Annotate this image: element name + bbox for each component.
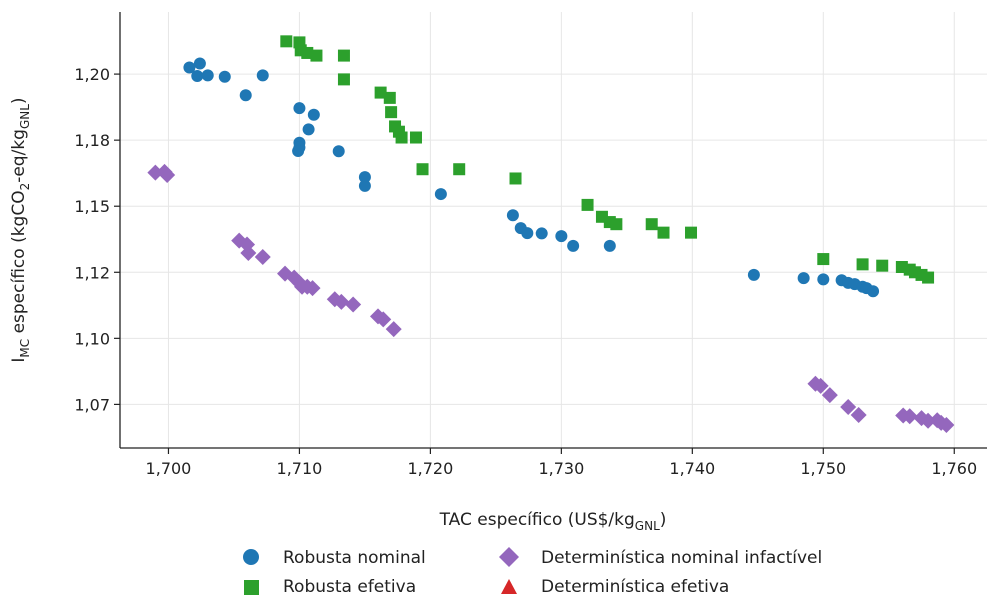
data-point-square bbox=[610, 218, 623, 231]
legend: Robusta nominal Robusta efetiva Determin… bbox=[243, 547, 822, 595]
grid-layer bbox=[120, 12, 987, 448]
data-point-square bbox=[657, 226, 670, 239]
data-point-circle bbox=[358, 171, 371, 184]
y-tick-label: 1,20 bbox=[74, 65, 110, 84]
legend-label: Robusta nominal bbox=[283, 548, 426, 568]
data-point-circle bbox=[521, 227, 534, 240]
data-point-circle bbox=[307, 108, 320, 121]
data-point-circle bbox=[603, 239, 616, 252]
data-point-circle bbox=[535, 227, 548, 240]
legend-marker-triangle bbox=[501, 579, 517, 594]
x-tick-label: 1,750 bbox=[800, 459, 846, 478]
x-tick-label: 1,710 bbox=[277, 459, 323, 478]
data-point-square bbox=[817, 253, 830, 266]
x-tick-label: 1,730 bbox=[538, 459, 584, 478]
data-point-circle bbox=[292, 144, 305, 157]
y-axis-title: IMC específico (kgCO2-eq/kgGNL) bbox=[9, 97, 32, 362]
x-axis: 1,700 1,710 1,720 1,730 1,740 1,750 1,760 bbox=[120, 447, 987, 478]
legend-label: Determinística nominal infactível bbox=[541, 548, 822, 568]
legend-label: Determinística efetiva bbox=[541, 577, 729, 595]
legend-marker-diamond bbox=[499, 547, 519, 567]
data-point-diamond bbox=[938, 417, 955, 434]
data-point-square bbox=[301, 46, 314, 59]
data-point-square bbox=[395, 131, 408, 144]
x-tick-label: 1,700 bbox=[146, 459, 192, 478]
y-tick-label: 1,18 bbox=[74, 131, 110, 150]
data-point-circle bbox=[358, 179, 371, 192]
y-tick-label: 1,10 bbox=[74, 329, 110, 348]
data-point-square bbox=[685, 226, 698, 239]
data-point-square bbox=[876, 259, 889, 272]
data-point-square bbox=[337, 49, 350, 62]
data-point-diamond bbox=[385, 321, 402, 338]
data-point-diamond bbox=[850, 406, 867, 423]
data-point-circle bbox=[506, 209, 519, 222]
data-points bbox=[147, 35, 955, 434]
data-point-diamond bbox=[840, 399, 857, 416]
data-point-diamond bbox=[333, 293, 350, 310]
data-point-diamond bbox=[159, 167, 176, 184]
data-point-square bbox=[374, 86, 387, 99]
data-point-circle bbox=[567, 239, 580, 252]
data-point-square bbox=[856, 258, 869, 271]
data-point-diamond bbox=[901, 408, 918, 425]
y-tick-label: 1,12 bbox=[74, 263, 110, 282]
data-point-circle bbox=[434, 188, 447, 201]
data-point-square bbox=[645, 218, 658, 231]
data-point-circle bbox=[256, 69, 269, 82]
data-point-square bbox=[922, 271, 935, 284]
data-point-circle bbox=[293, 102, 306, 115]
legend-marker-circle bbox=[243, 549, 259, 565]
y-axis: 1,07 1,10 1,12 1,15 1,18 1,20 bbox=[74, 12, 121, 448]
legend-item-deterministica-efetiva: Determinística efetiva bbox=[501, 577, 729, 595]
y-tick-label: 1,07 bbox=[74, 395, 110, 414]
data-point-diamond bbox=[147, 164, 164, 181]
data-point-circle bbox=[867, 285, 880, 298]
data-point-diamond bbox=[240, 244, 257, 261]
x-tick-label: 1,740 bbox=[669, 459, 715, 478]
data-point-circle bbox=[797, 272, 810, 285]
legend-item-deterministica-nominal-infactivel: Determinística nominal infactível bbox=[499, 547, 822, 568]
data-point-diamond bbox=[254, 248, 271, 265]
data-point-circle bbox=[747, 268, 760, 281]
data-point-diamond bbox=[920, 412, 937, 429]
data-point-diamond bbox=[375, 311, 392, 328]
data-point-diamond bbox=[812, 377, 829, 394]
x-tick-label: 1,720 bbox=[407, 459, 453, 478]
data-point-square bbox=[337, 73, 350, 86]
data-point-circle bbox=[555, 230, 568, 243]
data-point-square bbox=[409, 131, 422, 144]
data-point-diamond bbox=[304, 280, 321, 297]
data-point-diamond bbox=[345, 296, 362, 313]
x-axis-title: TAC específico (US$/kgGNL) bbox=[439, 510, 667, 533]
data-point-circle bbox=[218, 70, 231, 83]
data-point-square bbox=[280, 35, 293, 48]
legend-item-robusta-nominal: Robusta nominal bbox=[243, 548, 426, 568]
legend-item-robusta-efetiva: Robusta efetiva bbox=[244, 577, 416, 595]
data-point-circle bbox=[817, 273, 830, 286]
legend-marker-square bbox=[244, 580, 259, 595]
legend-label: Robusta efetiva bbox=[283, 577, 416, 595]
data-point-circle bbox=[332, 145, 345, 158]
data-point-circle bbox=[183, 61, 196, 74]
data-point-square bbox=[416, 163, 429, 176]
data-point-circle bbox=[239, 89, 252, 102]
data-point-square bbox=[310, 49, 323, 62]
data-point-circle bbox=[302, 123, 315, 136]
data-point-diamond bbox=[821, 387, 838, 404]
y-tick-label: 1,15 bbox=[74, 197, 110, 216]
data-point-circle bbox=[193, 57, 206, 70]
data-point-square bbox=[453, 163, 466, 176]
data-point-square bbox=[383, 91, 396, 104]
data-point-square bbox=[385, 106, 398, 119]
data-point-circle bbox=[191, 69, 204, 82]
data-point-square bbox=[509, 172, 522, 185]
x-tick-label: 1,760 bbox=[931, 459, 977, 478]
data-point-square bbox=[581, 198, 594, 211]
data-point-circle bbox=[201, 69, 214, 82]
